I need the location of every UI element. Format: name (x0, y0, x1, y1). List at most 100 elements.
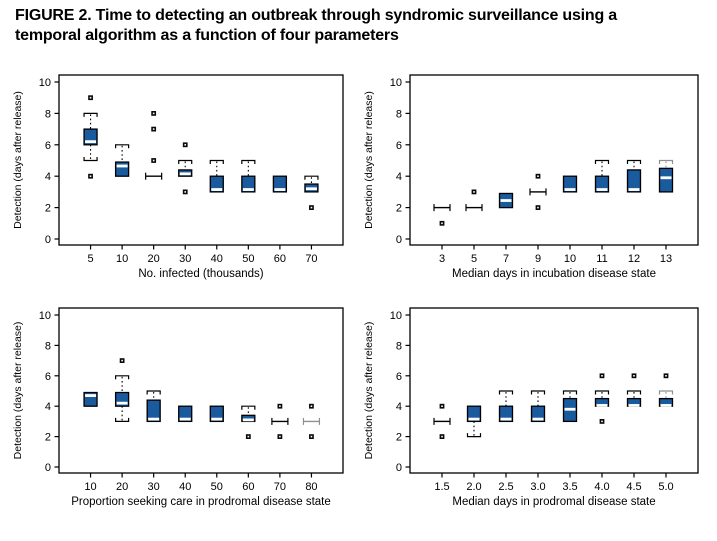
median-line (564, 407, 576, 411)
outlier-point-center (441, 405, 443, 407)
outlier-point-center (665, 375, 667, 377)
box-3 (433, 204, 451, 226)
x-axis-title: Proportion seeking care in prodromal dis… (71, 496, 331, 508)
median-line (660, 404, 672, 407)
upper-whisker-cap (115, 375, 130, 380)
outlier-point-center (121, 359, 123, 362)
upper-whisker-cap (241, 405, 256, 410)
y-axis-title: Detection (days after release) (12, 91, 24, 229)
outlier-point-center (247, 435, 250, 438)
box-rect (241, 414, 256, 423)
median-line (116, 401, 128, 405)
upper-whisker-cap (178, 159, 193, 164)
outlier-point-center (279, 435, 281, 438)
box-rect (209, 405, 224, 423)
box-rect (466, 405, 482, 423)
upper-whisker-cap (304, 175, 319, 180)
box-rect (562, 175, 578, 193)
outlier-point-center (537, 206, 539, 209)
outlier-point-center (441, 222, 443, 225)
x-tick-label: 3 (439, 253, 445, 265)
box-9 (529, 173, 547, 210)
y-tick-label: 6 (396, 140, 402, 152)
upper-whisker-cap (594, 159, 610, 164)
box-10 (114, 144, 130, 177)
plot-border (58, 74, 344, 246)
y-tick-label: 6 (45, 371, 51, 383)
x-tick-label: 50 (211, 481, 223, 493)
outlier-point-center (473, 191, 475, 193)
y-tick-label: 10 (39, 310, 51, 322)
outlier-point-center (441, 435, 443, 438)
x-tick-label: 5.0 (658, 481, 673, 493)
x-tick-label: 20 (148, 253, 160, 265)
median-line (628, 404, 640, 407)
median-line (500, 199, 512, 202)
median-line (532, 417, 544, 421)
upper-whisker-cap (626, 390, 642, 395)
figure-title: FIGURE 2. Time to detecting an outbreak … (15, 6, 713, 46)
median-line (596, 404, 608, 407)
x-tick-label: 11 (596, 253, 607, 265)
x-tick-label: 80 (305, 481, 317, 493)
box-rect (114, 161, 130, 177)
outlier-point-center (279, 405, 281, 407)
y-tick-label: 4 (45, 171, 51, 183)
box-rect (626, 169, 642, 193)
plot-border (409, 307, 699, 474)
box-rect (146, 399, 161, 423)
median-line (500, 417, 512, 421)
box-20 (145, 111, 163, 180)
lower-whisker-cap (115, 417, 130, 422)
x-tick-label: 2.5 (498, 481, 513, 493)
box-4.5 (626, 373, 642, 407)
box-rect (530, 405, 546, 423)
x-tick-label: 13 (660, 253, 672, 265)
outlier-point-center (184, 191, 187, 193)
upper-whisker-cap (626, 159, 642, 164)
box-5 (465, 189, 483, 212)
box-3.0 (530, 390, 546, 423)
box-2.0 (466, 405, 482, 438)
y-tick-label: 6 (396, 371, 402, 383)
figure-title-line-2: temporal algorithm as a function of four… (15, 27, 399, 44)
y-tick-label: 0 (45, 462, 51, 474)
median-line (211, 417, 223, 421)
panel-top-right: 0 2 4 6 8 10 3 5 7 9 10 11 12 13 Median days in incuba… (363, 74, 699, 280)
y-axis-title: Detection (days after release) (12, 322, 24, 460)
upper-whisker-cap (658, 390, 674, 395)
y-tick-label: 4 (396, 401, 402, 413)
x-tick-label: 50 (242, 253, 254, 265)
x-tick-label: 40 (179, 481, 191, 493)
y-tick-label: 2 (45, 203, 51, 215)
median-line (305, 187, 317, 191)
box-60 (241, 405, 256, 439)
outlier-point-center (633, 375, 635, 377)
y-tick-label: 10 (390, 310, 402, 322)
box-20 (114, 358, 130, 422)
median-line (242, 418, 254, 422)
lower-whisker-cap (83, 157, 98, 162)
box-5.0 (658, 373, 674, 407)
box-2.5 (498, 390, 514, 423)
outlier-point-center (310, 206, 313, 209)
median-line (116, 164, 128, 168)
panel-top-left: 0 2 4 6 8 10 5 10 20 30 40 50 60 70 No. infected (thou… (12, 74, 344, 280)
x-axis-title: Median days in incubation disease state (452, 268, 656, 280)
outlier-point-center (601, 375, 603, 377)
median-line (148, 417, 160, 421)
x-tick-label: 5 (471, 253, 477, 265)
median-line (179, 172, 191, 176)
box-50 (209, 405, 224, 423)
median-line (660, 176, 672, 180)
x-tick-label: 60 (274, 253, 286, 265)
box-11 (594, 159, 610, 193)
box-30 (146, 390, 161, 423)
outlier-point-center (310, 435, 313, 438)
box-7 (498, 192, 514, 209)
y-tick-label: 8 (45, 340, 51, 352)
box-rect (241, 175, 256, 193)
x-tick-label: 60 (242, 481, 254, 493)
box-80 (302, 403, 321, 439)
